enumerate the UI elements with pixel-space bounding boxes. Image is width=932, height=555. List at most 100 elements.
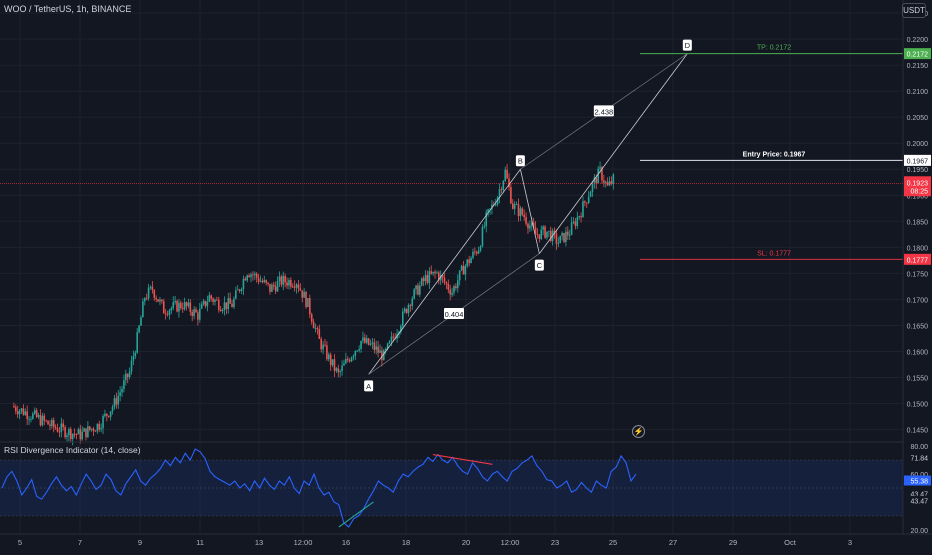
rsi-tick: 80.00 [910,444,928,451]
candle-body [199,308,201,320]
candle [375,340,378,355]
pattern-point-box [682,39,692,51]
pattern-point-label: D [685,41,691,50]
candle-body [491,204,493,209]
candle [456,274,459,293]
candle-body [500,189,503,191]
candle-body [24,411,27,415]
candle [348,357,351,363]
candle-body [210,295,212,299]
candle-body [413,289,415,299]
candle-body [259,280,262,282]
candle [274,281,277,295]
candle-body [219,309,222,312]
pattern-point-box [515,155,525,167]
candle-body [32,413,34,419]
rsi-value-tag-text: 55.38 [910,479,928,486]
candle-body [236,289,239,291]
candle-body [172,302,175,308]
lightning-icon[interactable]: ⚡ [632,425,645,438]
candle [208,291,211,303]
candle-body [405,308,408,313]
candle-body [263,280,266,283]
candle-body [458,270,461,281]
candle-body [339,371,341,373]
candle-body [532,222,535,228]
pattern-point-C: C [534,259,544,271]
candle-body [231,303,233,308]
candle-body [240,289,243,292]
candle [527,222,529,234]
candle [199,302,201,323]
candle [337,364,340,378]
candle [282,271,285,291]
candle-body [401,311,404,327]
rsi-lower-tag-a-text: 43.47 [910,492,928,499]
candle [405,308,408,315]
candle-body [189,302,192,312]
candle [276,276,279,292]
candle-body [225,302,228,309]
candle-body [578,216,580,218]
candle [178,299,180,318]
entry-price-tag: 0.1967 [904,154,931,166]
candle-body [204,300,207,307]
candle [128,367,131,380]
candle-body [597,168,599,184]
candle [312,318,315,329]
candle [513,201,516,215]
candle [119,386,121,402]
rsi-band [0,460,903,516]
candle [90,428,93,432]
price-tick: 0.1900 [907,193,929,200]
candle-body [411,298,414,306]
candle-body [288,280,290,286]
candle-body [335,368,338,371]
candle-body [345,359,347,364]
candle-body [193,309,195,317]
currency-button[interactable]: USDT [902,3,926,18]
candle-body [381,350,383,361]
candle-body [286,282,288,286]
candle-body [233,298,235,308]
candle [479,245,482,253]
candle-body [161,299,163,302]
candle [227,292,230,314]
candle [455,283,457,291]
candle-body [386,343,389,350]
candle [309,294,311,319]
candle [140,315,142,326]
candle [447,279,450,294]
candle-body [439,275,442,281]
candle-body [375,346,378,350]
candle [310,312,313,325]
candle [47,420,49,425]
candle [322,341,324,355]
candle-body [364,337,366,343]
candle-body [255,273,258,278]
candle [483,221,486,229]
candle-body [447,283,450,290]
candle-body [71,433,74,440]
candle-body [130,360,133,372]
sl-price-tag-text: 0.1777 [907,257,929,264]
candle-body [47,420,49,425]
candle [204,300,207,309]
candle-body [341,365,343,372]
candle-body [508,178,510,188]
candle-body [134,352,137,357]
candle [290,277,292,289]
candle [187,298,190,309]
candle-body [377,346,379,353]
time-tick: 11 [196,538,204,547]
rsi-tick: 20.00 [910,528,928,535]
candle-body [589,191,592,197]
candle-body [104,413,106,417]
candle [346,356,349,363]
candle-body [544,226,546,238]
candle [422,275,425,287]
candle [180,300,182,311]
time-tick: 27 [669,538,677,547]
